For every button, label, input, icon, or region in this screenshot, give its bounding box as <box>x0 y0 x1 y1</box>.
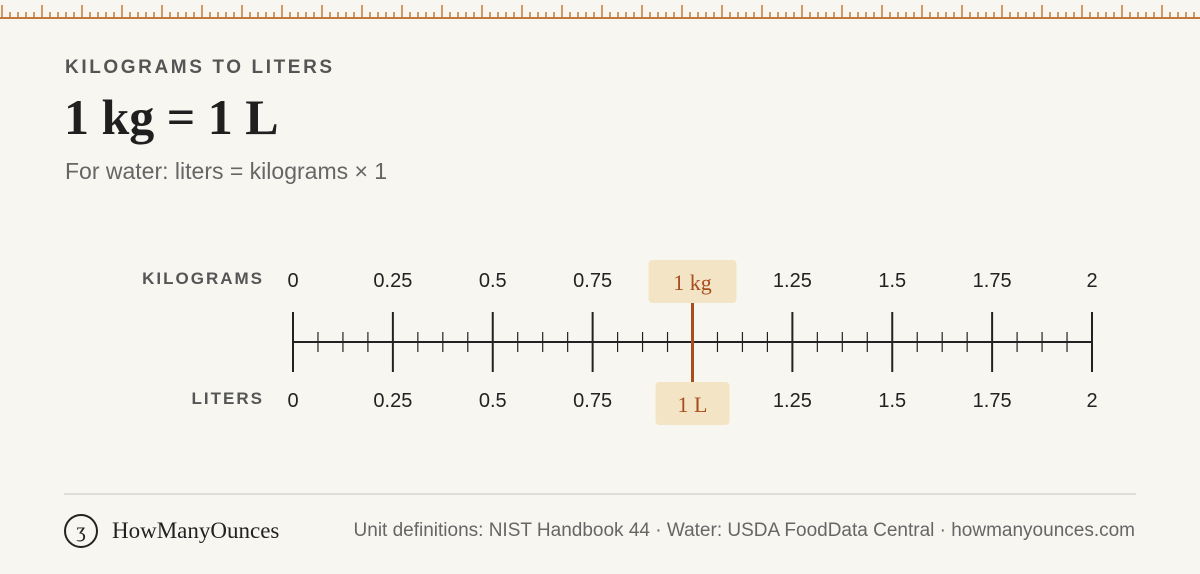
brand-name: HowManyOunces <box>112 518 280 543</box>
kilograms-tick-label: 0.25 <box>373 270 412 292</box>
footer-divider <box>64 493 1136 495</box>
kilograms-tick-label: 0.75 <box>573 270 612 292</box>
kilograms-tick-label: 0 <box>287 270 298 292</box>
liters-tick-label: 1.5 <box>878 390 906 412</box>
brand-logo-icon: ʒ <box>64 514 98 548</box>
kilograms-marker-badge <box>648 260 737 303</box>
liters-tick-label: 0.25 <box>373 390 412 412</box>
liters-tick-label: 2 <box>1086 390 1097 412</box>
kilograms-tick-label: 1.5 <box>878 270 906 292</box>
liters-tick-label: 1.75 <box>973 390 1012 412</box>
liters-tick-label: 0.75 <box>573 390 612 412</box>
conversion-formula: For water: liters = kilograms × 1 <box>65 158 388 184</box>
liters-tick-label: 0.5 <box>479 390 507 412</box>
ruler-border-line <box>0 17 1200 19</box>
page-title: 1 kg = 1 L <box>64 89 279 145</box>
kilograms-tick-label: 1.25 <box>773 270 812 292</box>
liters-scale-label: LITERS <box>191 389 264 408</box>
sources-note: Unit definitions: NIST Handbook 44 · Wat… <box>353 520 1135 541</box>
kilograms-tick-label: 2 <box>1086 270 1097 292</box>
kilograms-scale-label: KILOGRAMS <box>142 269 264 288</box>
decorative-ruler-border <box>0 5 1200 19</box>
liters-tick-label: 1.25 <box>773 390 812 412</box>
page-eyebrow: KILOGRAMS TO LITERS <box>65 57 335 78</box>
kilograms-marker-label: 1 kg <box>673 270 712 295</box>
kilograms-tick-label: 0.5 <box>479 270 507 292</box>
liters-tick-label: 0 <box>287 390 298 412</box>
liters-marker-badge <box>655 382 730 425</box>
kilograms-tick-label: 1.75 <box>973 270 1012 292</box>
liters-marker-label: 1 L <box>678 392 708 417</box>
conversion-scale: 0 0 0.25 0.25 0.5 0.5 0.75 0.75 1.25 1.25 1.5 1.5 1.… <box>287 260 1098 425</box>
